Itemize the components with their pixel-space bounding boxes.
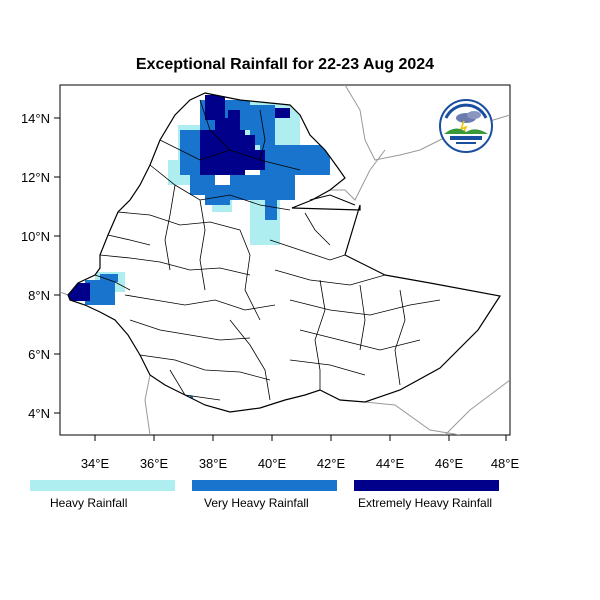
lon-label-46: 46°E — [435, 456, 464, 471]
legend-swatch-heavy — [30, 480, 175, 491]
lon-labels: 34°E 36°E 38°E 40°E 42°E 44°E 46°E 48°E — [81, 456, 520, 471]
lat-label-10: 10°N — [21, 229, 50, 244]
legend-label-very-heavy: Very Heavy Rainfall — [204, 496, 309, 510]
lat-label-6: 6°N — [28, 347, 50, 362]
map-title: Exceptional Rainfall for 22-23 Aug 2024 — [135, 56, 435, 73]
lat-label-12: 12°N — [21, 170, 50, 185]
lat-labels: 14°N 12°N 10°N 8°N 6°N 4°N — [21, 111, 50, 421]
map-frame — [59, 84, 511, 436]
djibouti-outline — [309, 194, 356, 206]
lat-tick-marks — [54, 117, 60, 414]
lat-label-4: 4°N — [28, 406, 50, 421]
lon-label-42: 42°E — [317, 456, 346, 471]
legend-label-heavy: Heavy Rainfall — [50, 496, 128, 510]
lon-tick-marks — [94, 435, 507, 441]
lat-label-8: 8°N — [28, 288, 50, 303]
legend-swatch-extreme — [354, 480, 499, 491]
country-outline — [67, 92, 501, 413]
lon-label-40: 40°E — [258, 456, 287, 471]
lat-label-14: 14°N — [21, 111, 50, 126]
lon-label-44: 44°E — [376, 456, 405, 471]
legend-swatch-very-heavy — [192, 480, 337, 491]
agency-logo-icon — [439, 99, 493, 153]
lon-label-38: 38°E — [199, 456, 228, 471]
lon-label-36: 36°E — [140, 456, 169, 471]
lon-label-34: 34°E — [81, 456, 110, 471]
legend-label-extreme: Extremely Heavy Rainfall — [358, 496, 493, 510]
region-borders — [94, 99, 441, 401]
lon-label-48: 48°E — [491, 456, 520, 471]
